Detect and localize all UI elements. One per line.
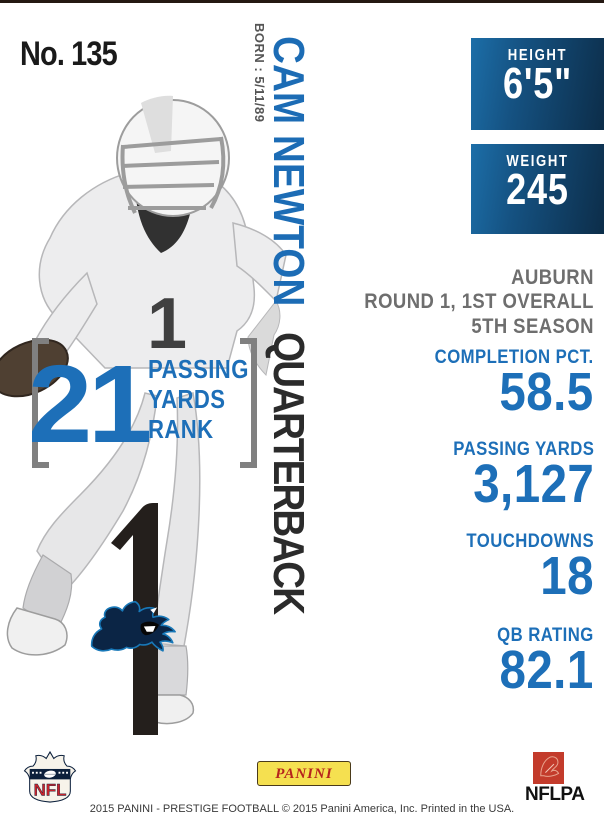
svg-text:NFL: NFL xyxy=(33,780,66,799)
svg-text:1: 1 xyxy=(147,284,187,364)
